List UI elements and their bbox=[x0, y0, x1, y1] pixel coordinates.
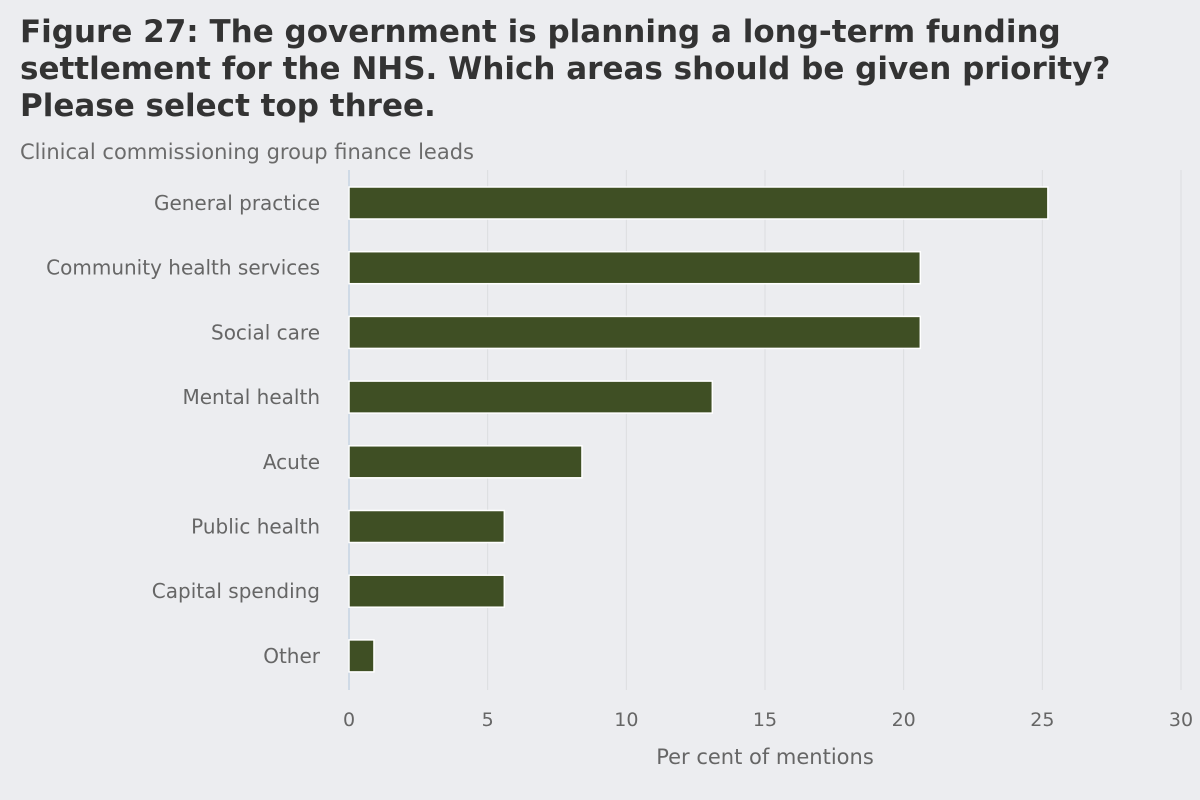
category-label: Community health services bbox=[46, 256, 320, 280]
bar-social-care bbox=[348, 315, 922, 350]
chart-title: Figure 27: The government is planning a … bbox=[20, 14, 1111, 124]
x-tick-labels: 0 5 10 15 20 25 30 bbox=[343, 709, 1193, 731]
x-tick-label: 20 bbox=[892, 709, 916, 731]
x-tick-label: 0 bbox=[343, 709, 355, 731]
category-label: Public health bbox=[191, 515, 320, 539]
bar-acute bbox=[348, 445, 583, 479]
bar-mental-health bbox=[348, 380, 714, 414]
category-label: Acute bbox=[263, 450, 320, 474]
category-label: Mental health bbox=[182, 385, 320, 409]
x-tick-label: 30 bbox=[1169, 709, 1193, 731]
category-label: Social care bbox=[211, 320, 320, 344]
x-tick-label: 5 bbox=[482, 709, 494, 731]
x-tick-label: 15 bbox=[753, 709, 777, 731]
category-label: Other bbox=[263, 644, 321, 668]
bar-capital-spending bbox=[348, 574, 506, 608]
gridlines bbox=[348, 170, 1182, 690]
bar-community-health-services bbox=[348, 250, 922, 285]
x-axis-title: Per cent of mentions bbox=[656, 745, 874, 769]
bar-public-health bbox=[348, 509, 506, 544]
category-labels: General practice Community health service… bbox=[46, 191, 321, 668]
category-label: Capital spending bbox=[152, 579, 320, 603]
category-label: General practice bbox=[154, 191, 320, 215]
bars bbox=[348, 186, 1049, 673]
x-tick-label: 25 bbox=[1030, 709, 1054, 731]
chart-subtitle: Clinical commissioning group finance lea… bbox=[20, 140, 474, 164]
bar-general-practice bbox=[348, 186, 1049, 220]
x-tick-label: 10 bbox=[614, 709, 638, 731]
bar-other bbox=[348, 639, 375, 673]
